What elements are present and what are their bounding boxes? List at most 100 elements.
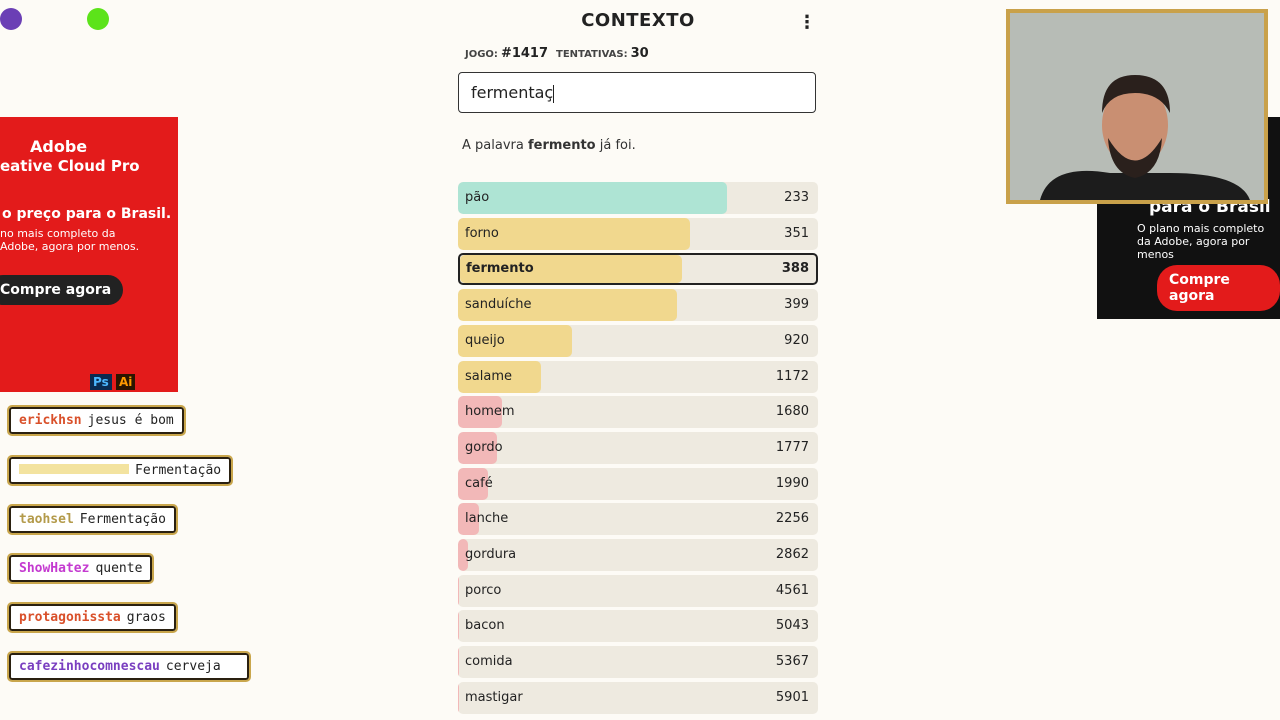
guess-rank: 1777 <box>775 439 809 455</box>
chat-message: erickhsn jesus é bom <box>7 405 186 436</box>
chat-user: protagonissta <box>19 610 121 625</box>
guess-row: café 1990 <box>458 467 818 500</box>
guess-row: lanche 2256 <box>458 503 818 536</box>
chat-text: jesus é bom <box>87 413 174 428</box>
guess-row: gordura 2862 <box>458 539 818 571</box>
menu-button[interactable]: ⋮ <box>798 12 816 33</box>
chat-message: taohsel Fermentação <box>7 504 178 535</box>
guess-row: bacon 5043 <box>458 610 818 643</box>
guess-row: homem 1680 <box>458 396 818 429</box>
chat-user-hidden <box>19 464 129 474</box>
guess-rank: 399 <box>784 297 809 313</box>
guess-row: sanduíche 399 <box>458 289 818 322</box>
guess-row: porco 4561 <box>458 574 818 607</box>
game-label: JOGO: <box>465 49 498 60</box>
webcam <box>1006 9 1268 204</box>
stats: JOGO: #1417 TENTATIVAS: 30 <box>465 46 657 61</box>
webcam-image <box>1010 13 1264 200</box>
guess-word: lanche <box>465 511 509 527</box>
chat-user: cafezinhocomnescau <box>19 659 160 674</box>
guess-rank: 2256 <box>775 511 809 527</box>
proximity-bar <box>458 289 677 322</box>
guess-row: mastigar 5901 <box>458 681 818 714</box>
status-dot <box>0 8 22 30</box>
guess-rank: 351 <box>784 225 809 241</box>
guess-rank: 5367 <box>775 654 809 670</box>
guess-row: forno 351 <box>458 217 818 250</box>
guess-input[interactable]: fermentaç <box>458 72 816 113</box>
proximity-bar <box>458 360 542 393</box>
game-number: #1417 <box>500 46 549 61</box>
proximity-bar <box>458 182 728 214</box>
ad[interactable]: Adobe eative Cloud Pro o preço para o Br… <box>0 117 178 392</box>
guess-word: salame <box>465 368 512 384</box>
proximity-bar <box>458 503 480 536</box>
guess-rank: 4561 <box>775 582 809 598</box>
message-text: A palavra <box>462 138 524 153</box>
guess-row: queijo 920 <box>458 324 818 357</box>
guess-word: café <box>465 475 493 491</box>
proximity-bar <box>458 467 488 500</box>
proximity-bar <box>458 217 691 250</box>
chat-user: ShowHatez <box>19 561 90 576</box>
guess-rank: 1990 <box>775 475 809 491</box>
guess-word: queijo <box>465 332 505 348</box>
guess-row: comida 5367 <box>458 646 818 679</box>
chat-message: protagonissta graos <box>7 602 178 633</box>
guess-word: comida <box>465 654 513 670</box>
guess-row: pão 233 <box>458 182 818 214</box>
ad-brand: Adobe <box>30 137 88 156</box>
guess-word: mastigar <box>465 689 523 705</box>
guess-row: salame 1172 <box>458 360 818 393</box>
attempts-label: TENTATIVAS: <box>556 49 628 60</box>
guess-word: fermento <box>466 261 534 277</box>
input-value: fermentaç <box>471 83 554 102</box>
message-text: já foi. <box>599 138 636 153</box>
chat-text: Fermentação <box>79 512 166 527</box>
chat-message: ShowHatez quente <box>7 553 155 584</box>
chat-user: erickhsn <box>19 413 82 428</box>
ad-button[interactable]: Compre agora <box>1157 265 1280 311</box>
guess-rank: 1680 <box>775 404 809 420</box>
proximity-bar <box>458 610 459 643</box>
proximity-bar <box>458 539 469 571</box>
guess-word: gordo <box>465 439 503 455</box>
ad-icon: Ai <box>116 374 136 390</box>
proximity-bar <box>458 396 503 429</box>
chat-message: cafezinhocomnescau cerveja <box>7 651 251 682</box>
guess-word: bacon <box>465 618 505 634</box>
message-word: fermento <box>527 138 596 153</box>
title: CONTEXTO <box>581 10 695 31</box>
chat-text: graos <box>126 610 166 625</box>
chat-text: Fermentação <box>135 463 222 478</box>
ad-headline: o preço para o Brasil. <box>2 206 172 222</box>
guess-rank: 920 <box>784 332 809 348</box>
guess-word: porco <box>465 582 502 598</box>
proximity-bar <box>458 574 460 607</box>
guess-word: forno <box>465 225 499 241</box>
guess-word: pão <box>465 190 490 205</box>
ad-button[interactable]: Compre agora <box>0 275 124 305</box>
guess-word: homem <box>465 404 515 420</box>
proximity-bar <box>458 431 498 464</box>
guess-rank: 233 <box>784 190 809 205</box>
ad-icon: Ps <box>90 374 112 390</box>
chat-text: cerveja <box>165 659 221 674</box>
guess-rank: 1172 <box>775 368 809 384</box>
ad-product: eative Cloud Pro <box>0 157 140 175</box>
status-dot <box>87 8 109 30</box>
attempts: 30 <box>630 46 649 61</box>
chat-message: Fermentação <box>7 455 234 486</box>
guess-row: fermento 388 <box>458 253 818 286</box>
guess-rank: 5043 <box>775 618 809 634</box>
message: A palavra fermento já foi. <box>462 138 636 153</box>
guess-rank: 2862 <box>775 547 809 562</box>
proximity-bar <box>460 255 682 284</box>
guess-rank: 388 <box>781 261 809 277</box>
chat-text: quente <box>95 561 143 576</box>
ad-text: no mais completo da Adobe, agora por men… <box>0 227 140 253</box>
guess-word: sanduíche <box>465 297 532 313</box>
guess-word: gordura <box>465 547 517 562</box>
ad-text: O plano mais completo da Adobe, agora po… <box>1137 222 1265 261</box>
